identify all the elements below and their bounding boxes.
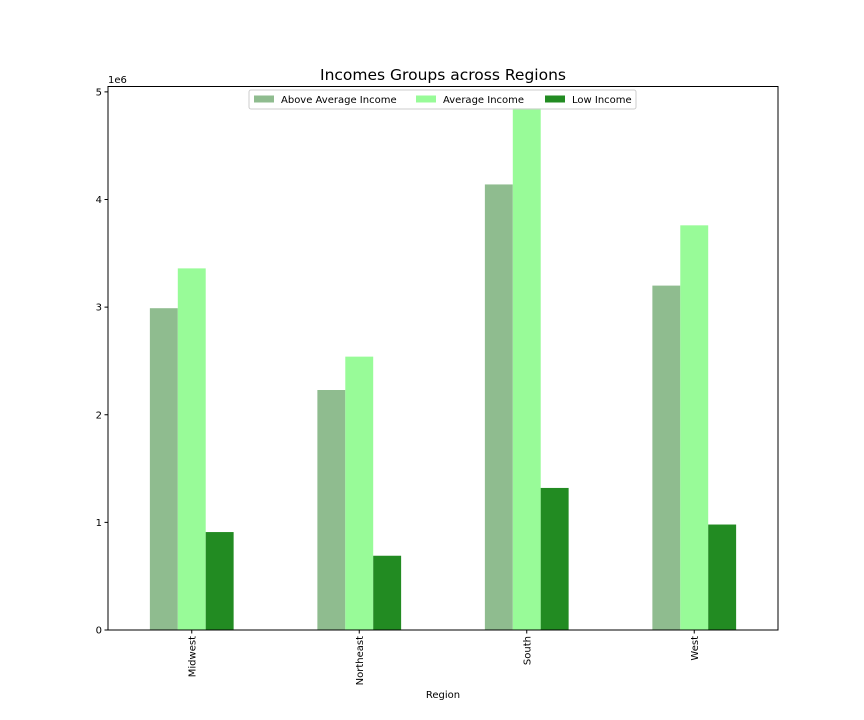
legend-label: Low Income (572, 95, 632, 106)
y-tick-label: 5 (96, 87, 102, 98)
legend: Above Average Income Average Income Low In… (248, 89, 637, 110)
plot-area-frame (107, 86, 779, 631)
bars-group (149, 108, 737, 630)
legend-swatch (254, 95, 274, 103)
legend-label: Above Average Income (281, 95, 397, 106)
y-axis: 0 1 2 3 4 5 (96, 87, 108, 637)
y-tick-label: 3 (96, 303, 102, 314)
x-tick-label-midwest: Midwest (187, 636, 198, 677)
bar-midwest-series-3 (205, 532, 234, 630)
x-axis-label: Region (426, 690, 460, 701)
y-tick-label: 1 (96, 518, 102, 529)
legend-label: Average Income (443, 95, 524, 106)
bar-south-series-1 (484, 184, 513, 630)
bar-south-series-3 (540, 487, 569, 630)
y-tick-label: 4 (96, 195, 102, 206)
bar-northeast-series-3 (373, 555, 402, 630)
bar-south-series-2 (512, 108, 541, 630)
x-tick-label-northeast: Northeast (355, 636, 366, 685)
bar-west-series-2 (680, 225, 709, 630)
chart-title: Incomes Groups across Regions (320, 66, 566, 84)
legend-swatch (416, 95, 436, 103)
bar-west-series-3 (708, 524, 737, 630)
legend-frame (248, 89, 637, 110)
x-tick-label-west: West (690, 636, 701, 661)
y-tick-label: 0 (96, 626, 102, 637)
bar-midwest-series-1 (149, 308, 178, 630)
legend-swatch (545, 95, 565, 103)
y-axis-scale-label: 1e6 (108, 75, 127, 86)
bar-northeast-series-2 (345, 356, 374, 630)
bar-midwest-series-2 (177, 268, 206, 630)
x-axis: Midwest Northeast South West (187, 630, 701, 685)
bar-west-series-1 (652, 285, 681, 630)
bar-northeast-series-1 (317, 389, 346, 630)
y-tick-label: 2 (96, 410, 102, 421)
x-tick-label-south: South (522, 636, 533, 665)
